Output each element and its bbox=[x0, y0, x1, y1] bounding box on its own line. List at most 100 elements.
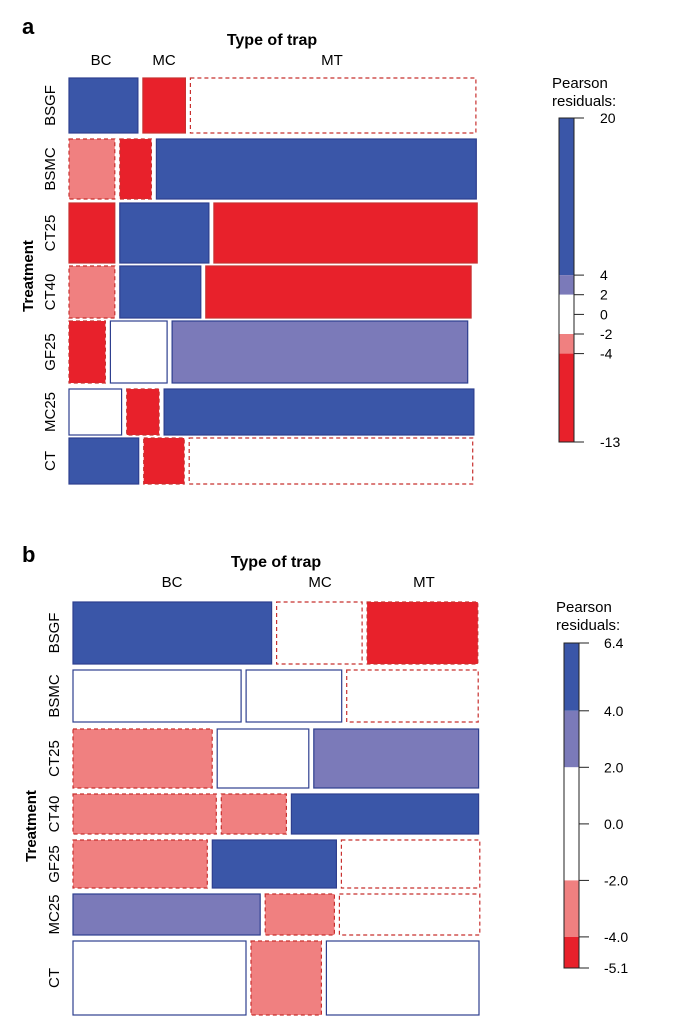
legend-band-0 bbox=[564, 643, 579, 711]
panel-a-letter: a bbox=[22, 14, 35, 39]
cell-ct25-mt bbox=[313, 728, 480, 789]
panel-b-col-mt: MT bbox=[413, 574, 435, 591]
panel-b-legend-title-2: residuals: bbox=[556, 617, 620, 634]
legend-band-3 bbox=[559, 334, 574, 354]
cell-mc25-bc bbox=[68, 388, 123, 436]
row-label-ct25: CT25 bbox=[42, 215, 59, 252]
cell-ct-mt bbox=[188, 437, 474, 485]
cell-mc25-mt bbox=[163, 388, 475, 436]
legend-tick-label: -13 bbox=[600, 434, 620, 450]
legend-tick-label: 2 bbox=[600, 287, 608, 303]
cell-gf25-bc bbox=[68, 320, 107, 384]
panel-b: b Type of trap BC MC MT Treatment BSGFBS… bbox=[22, 542, 628, 1016]
cell-ct25-bc bbox=[68, 202, 116, 264]
panel-b-title: Type of trap bbox=[231, 554, 322, 571]
row-label-bsmc: BSMC bbox=[46, 674, 63, 718]
legend-band-3 bbox=[564, 880, 579, 937]
cell-ct40-mc bbox=[220, 793, 288, 835]
row-label-mc25: MC25 bbox=[42, 392, 59, 432]
cell-gf25-mc bbox=[109, 320, 168, 384]
cell-ct40-mc bbox=[119, 265, 202, 319]
cell-bsmc-bc bbox=[72, 669, 242, 723]
cell-gf25-mt bbox=[171, 320, 469, 384]
cell-bsmc-bc bbox=[68, 138, 116, 200]
row-label-bsmc: BSMC bbox=[42, 147, 59, 191]
panel-a-mosaic bbox=[68, 77, 478, 485]
legend-tick-label: -5.1 bbox=[604, 960, 628, 976]
cell-ct40-mt bbox=[290, 793, 480, 835]
cell-ct40-mt bbox=[205, 265, 472, 319]
legend-frame bbox=[558, 117, 575, 443]
panel-b-legend-title-1: Pearson bbox=[556, 599, 612, 616]
cell-bsmc-mt bbox=[155, 138, 477, 200]
row-label-gf25: GF25 bbox=[46, 845, 63, 883]
panel-b-ylabel: Treatment bbox=[23, 790, 40, 862]
legend-band-4 bbox=[564, 936, 579, 968]
legend-frame bbox=[563, 642, 580, 969]
legend-band-2 bbox=[559, 294, 574, 334]
row-label-ct40: CT40 bbox=[46, 796, 63, 833]
legend-tick-label: 20 bbox=[600, 110, 616, 126]
cell-ct25-mc bbox=[216, 728, 310, 789]
panel-a-legend-title-2: residuals: bbox=[552, 93, 616, 110]
legend-band-1 bbox=[559, 275, 574, 295]
panel-b-legend: 6.4 4.0 2.0 0.0 -2.0 -4.0 -5.1 bbox=[563, 635, 628, 976]
cell-bsmc-mt bbox=[346, 669, 479, 723]
cell-gf25-bc bbox=[72, 839, 208, 889]
cell-ct40-bc bbox=[72, 793, 217, 835]
legend-tick-label: -4.0 bbox=[604, 929, 628, 945]
legend-tick-label: 6.4 bbox=[604, 635, 624, 651]
cell-bsgf-bc bbox=[72, 601, 273, 665]
cell-ct25-bc bbox=[72, 728, 213, 789]
cell-ct-mt bbox=[325, 940, 480, 1016]
cell-ct25-mc bbox=[119, 202, 210, 264]
row-label-ct: CT bbox=[46, 968, 63, 988]
panel-a-row-labels: BSGF BSMC CT25 CT40 GF25 MC25 CT bbox=[42, 85, 59, 471]
legend-tick-label: -2 bbox=[600, 326, 613, 342]
panel-b-col-mc: MC bbox=[308, 574, 331, 591]
legend-tick-label: 0 bbox=[600, 306, 608, 322]
cell-bsmc-mc bbox=[245, 669, 343, 723]
row-label-ct: CT bbox=[42, 451, 59, 471]
cell-ct-mc bbox=[250, 940, 323, 1016]
cell-mc25-mt bbox=[338, 893, 481, 936]
row-label-ct40: CT40 bbox=[42, 274, 59, 311]
panel-a-title: Type of trap bbox=[227, 32, 318, 49]
panel-b-col-bc: BC bbox=[162, 574, 183, 591]
cell-ct-bc bbox=[72, 940, 247, 1016]
cell-mc25-mc bbox=[264, 893, 336, 936]
cell-ct-bc bbox=[68, 437, 140, 485]
legend-band-1 bbox=[564, 710, 579, 768]
panel-a-legend-title-1: Pearson bbox=[552, 75, 608, 92]
panel-b-mosaic bbox=[72, 601, 481, 1016]
cell-bsgf-mt bbox=[189, 77, 477, 134]
row-label-gf25: GF25 bbox=[42, 333, 59, 371]
row-label-bsgf: BSGF bbox=[42, 85, 59, 126]
legend-band-2 bbox=[564, 767, 579, 881]
cell-mc25-bc bbox=[72, 893, 261, 936]
cell-ct40-bc bbox=[68, 265, 116, 319]
cell-gf25-mc bbox=[211, 839, 338, 889]
legend-tick-label: 4 bbox=[600, 267, 608, 283]
legend-band-0 bbox=[559, 118, 574, 276]
panel-a-col-mt: MT bbox=[321, 52, 343, 69]
row-label-bsgf: BSGF bbox=[46, 613, 63, 654]
legend-tick-label: -2.0 bbox=[604, 872, 628, 888]
cell-bsgf-mc bbox=[276, 601, 363, 665]
panel-a-col-bc: BC bbox=[91, 52, 112, 69]
panel-b-row-labels: BSGF BSMC CT25 CT40 GF25 MC25 CT bbox=[46, 613, 63, 988]
legend-tick-label: -4 bbox=[600, 346, 613, 362]
cell-bsgf-bc bbox=[68, 77, 139, 134]
row-label-mc25: MC25 bbox=[46, 894, 63, 934]
cell-bsmc-mc bbox=[119, 138, 153, 200]
cell-gf25-mt bbox=[340, 839, 481, 889]
legend-tick-label: 2.0 bbox=[604, 759, 624, 775]
cell-mc25-mc bbox=[126, 388, 160, 436]
legend-tick-label: 0.0 bbox=[604, 816, 624, 832]
panel-a-ylabel: Treatment bbox=[20, 240, 37, 312]
panel-a-col-mc: MC bbox=[152, 52, 175, 69]
cell-ct-mc bbox=[143, 437, 185, 485]
cell-ct25-mt bbox=[213, 202, 478, 264]
